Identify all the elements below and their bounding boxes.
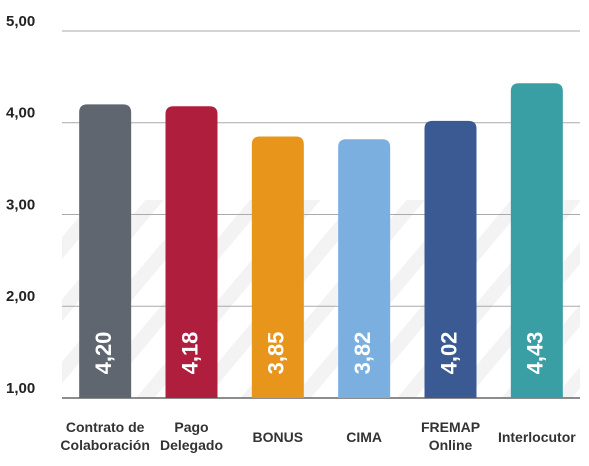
- value-label: 4,02: [436, 332, 461, 375]
- x-tick-label-line: Delegado: [160, 437, 223, 453]
- x-tick-label-line: Pago: [174, 419, 208, 435]
- bar: [338, 139, 391, 398]
- x-tick-label: FREMAP Online: [421, 419, 480, 453]
- value-label: 3,82: [350, 332, 375, 375]
- x-tick-label: Contrato de Colaboración: [60, 419, 149, 453]
- x-tick-label-line: FREMAP: [421, 419, 480, 435]
- x-tick-label: BONUS: [253, 429, 304, 445]
- x-tick-label-line: BONUS: [253, 429, 304, 445]
- y-tick-label: 3,00: [6, 196, 35, 213]
- y-tick-label: 1,00: [6, 380, 35, 397]
- value-label: 4,20: [91, 332, 116, 375]
- value-label: 4,43: [523, 332, 548, 375]
- x-tick-label-line: Colaboración: [60, 437, 149, 453]
- x-tick-label-line: Online: [429, 437, 473, 453]
- y-tick-label: 2,00: [6, 288, 35, 305]
- x-tick-label-line: Contrato de: [66, 419, 145, 435]
- x-tick-label-line: CIMA: [346, 429, 382, 445]
- value-label: 4,18: [177, 332, 202, 375]
- bar: [79, 104, 132, 399]
- x-tick-label: Interlocutor: [498, 429, 576, 445]
- bar: [424, 120, 477, 398]
- y-tick-label: 4,00: [6, 105, 35, 122]
- y-tick-label: 5,00: [6, 13, 35, 30]
- bar: [251, 136, 304, 398]
- x-tick-label: Pago Delegado: [160, 419, 223, 453]
- bar: [165, 106, 218, 399]
- background-stripes: [62, 200, 580, 398]
- x-tick-label: CIMA: [346, 429, 382, 445]
- x-tick-label-line: Interlocutor: [498, 429, 576, 445]
- value-label: 3,85: [264, 332, 289, 375]
- bar: [510, 83, 563, 399]
